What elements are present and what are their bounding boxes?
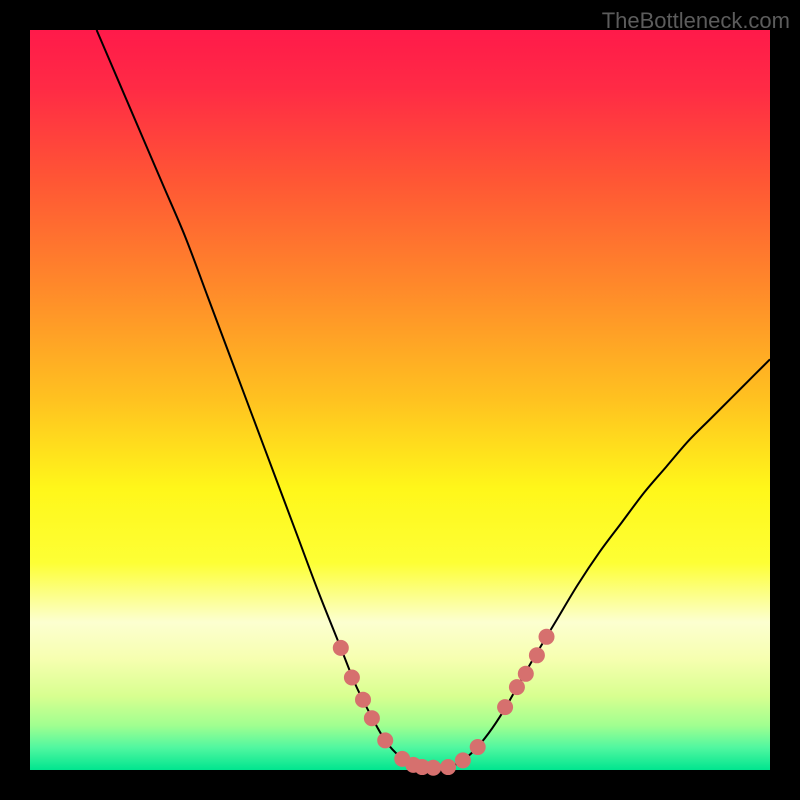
plot-background — [30, 30, 770, 770]
data-point-marker — [355, 692, 371, 708]
data-point-marker — [425, 760, 441, 776]
data-point-marker — [333, 640, 349, 656]
data-point-marker — [497, 699, 513, 715]
data-point-marker — [518, 666, 534, 682]
data-point-marker — [364, 710, 380, 726]
data-point-marker — [509, 679, 525, 695]
data-point-marker — [529, 647, 545, 663]
data-point-marker — [470, 739, 486, 755]
bottleneck-curve-chart — [0, 0, 800, 800]
data-point-marker — [455, 752, 471, 768]
chart-stage: TheBottleneck.com — [0, 0, 800, 800]
data-point-marker — [377, 732, 393, 748]
data-point-marker — [344, 670, 360, 686]
data-point-marker — [539, 629, 555, 645]
data-point-marker — [440, 759, 456, 775]
